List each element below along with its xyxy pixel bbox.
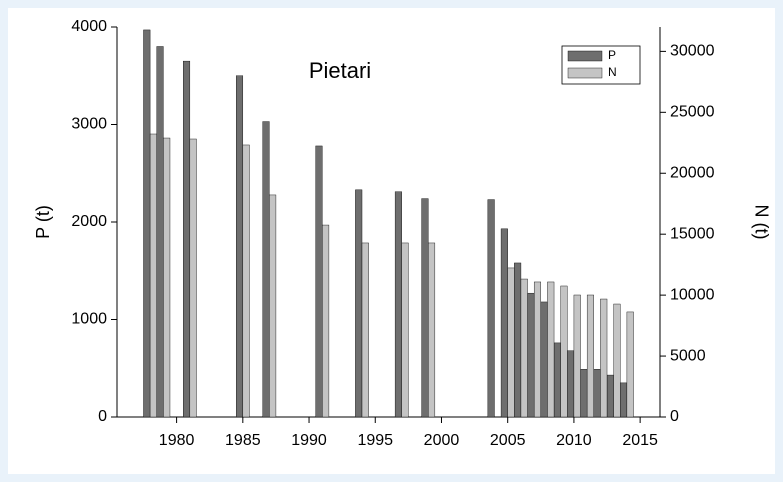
y-axis-label: P (t) xyxy=(33,205,53,239)
bar xyxy=(520,278,528,418)
bar xyxy=(401,242,409,418)
bar xyxy=(567,350,575,418)
bar xyxy=(573,294,581,418)
bar xyxy=(235,75,244,418)
bar xyxy=(163,137,171,418)
bar xyxy=(156,46,164,418)
bar xyxy=(600,298,608,418)
x-tick-label: 1995 xyxy=(357,432,393,449)
bar xyxy=(620,382,628,418)
bar xyxy=(586,294,594,418)
bar xyxy=(315,145,323,418)
bar xyxy=(507,267,515,418)
bar xyxy=(527,292,535,418)
bar xyxy=(262,121,270,418)
bar xyxy=(269,194,277,418)
legend-label: P xyxy=(608,48,616,62)
x-tick-label: 2005 xyxy=(490,432,526,449)
legend-swatch xyxy=(567,50,603,62)
bar xyxy=(421,198,429,418)
y2-tick-label: 0 xyxy=(670,408,679,425)
bar xyxy=(626,311,634,418)
bar xyxy=(580,369,588,418)
y2-axis-label: N (t) xyxy=(751,205,771,240)
bar xyxy=(553,342,561,418)
panel xyxy=(8,8,775,474)
x-tick-label: 1985 xyxy=(225,432,261,449)
y-tick-label: 4000 xyxy=(71,18,107,35)
bar xyxy=(394,191,402,418)
bar xyxy=(514,262,522,418)
bar xyxy=(143,29,151,418)
bar xyxy=(613,303,621,418)
bar xyxy=(183,60,191,418)
bar xyxy=(593,369,601,418)
bar xyxy=(428,242,436,418)
y2-tick-label: 5000 xyxy=(670,347,706,364)
x-tick-label: 1990 xyxy=(291,432,327,449)
bar xyxy=(322,224,330,418)
bar xyxy=(361,242,369,418)
bar xyxy=(242,144,250,418)
y-tick-label: 0 xyxy=(98,408,107,425)
y2-tick-label: 15000 xyxy=(670,225,715,242)
bar xyxy=(487,199,495,418)
y-tick-label: 2000 xyxy=(71,213,107,230)
x-tick-label: 2010 xyxy=(556,432,592,449)
bar xyxy=(540,301,548,418)
legend-swatch xyxy=(567,67,603,79)
x-tick-label: 2015 xyxy=(622,432,658,449)
y2-tick-label: 30000 xyxy=(670,43,715,60)
y2-tick-label: 20000 xyxy=(670,164,715,181)
x-tick-label: 1980 xyxy=(159,432,195,449)
y2-tick-label: 25000 xyxy=(670,104,715,121)
y2-tick-label: 10000 xyxy=(670,286,715,303)
y-tick-label: 1000 xyxy=(71,311,107,328)
bar xyxy=(355,189,363,418)
bar xyxy=(189,138,197,418)
bar xyxy=(500,228,508,418)
bar xyxy=(533,281,542,418)
x-tick-label: 2000 xyxy=(424,432,460,449)
legend-label: N xyxy=(608,65,617,79)
chart-title: Pietari xyxy=(309,58,371,83)
bar xyxy=(606,374,614,418)
bar xyxy=(149,133,157,418)
bar xyxy=(547,281,555,418)
bar xyxy=(560,285,568,418)
y-tick-label: 3000 xyxy=(71,116,107,133)
